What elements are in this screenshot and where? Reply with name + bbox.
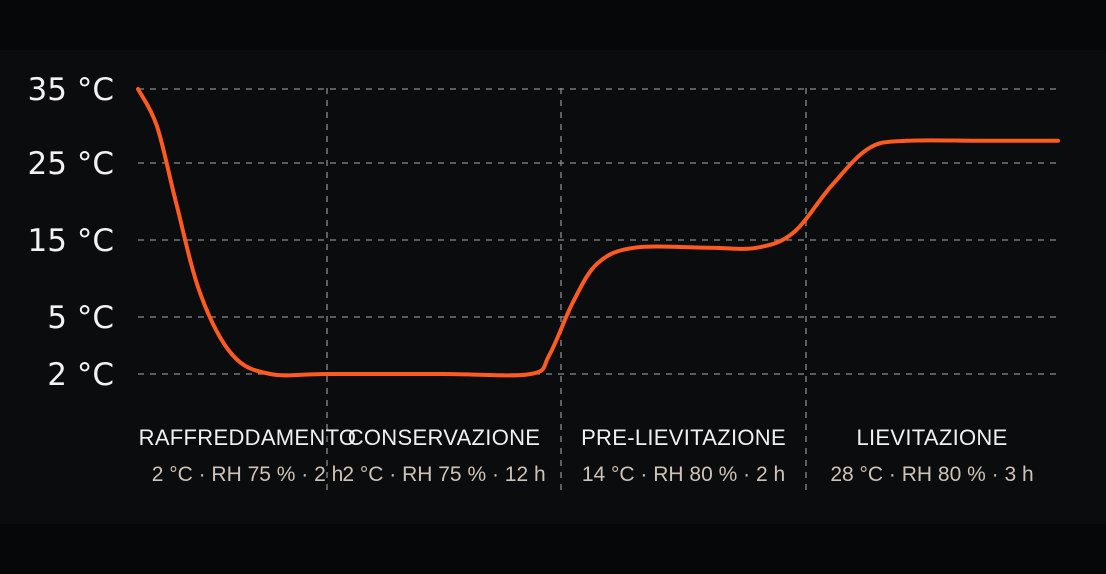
phase-labels: RAFFREDDAMENTO 2 °C · RH 75 % · 2 hCONSER… [139, 425, 1034, 486]
phase-name: LIEVITAZIONE [856, 425, 1007, 450]
phase-detail: 28 °C · RH 80 % · 3 h [830, 463, 1033, 486]
y-tick-label: 15 °C [28, 223, 114, 259]
temperature-line-layer [136, 87, 1060, 378]
y-tick-label: 35 °C [28, 72, 114, 108]
top-band [0, 0, 1106, 50]
temperature-line [136, 87, 1060, 378]
phase-1: RAFFREDDAMENTO 2 °C · RH 75 % · 2 h [139, 425, 357, 486]
bottom-band [0, 524, 1106, 574]
y-tick-label: 5 °C [47, 300, 114, 336]
phase-4: LIEVITAZIONE 28 °C · RH 80 % · 3 h [830, 425, 1033, 486]
phase-name: CONSERVAZIONE [348, 425, 541, 450]
phase-3: PRE-LIEVITAZIONE 14 °C · RH 80 % · 2 h [581, 425, 786, 486]
y-tick-label: 2 °C [47, 357, 114, 393]
y-tick-label: 25 °C [28, 146, 114, 182]
phase-detail: 14 °C · RH 80 % · 2 h [582, 463, 785, 486]
phase-2: CONSERVAZIONE 2 °C · RH 75 % · 12 h [342, 425, 545, 486]
phase-name: PRE-LIEVITAZIONE [581, 425, 786, 450]
phase-detail: 2 °C · RH 75 % · 2 h [152, 463, 344, 486]
phase-detail: 2 °C · RH 75 % · 12 h [342, 463, 545, 486]
y-axis-tick-labels: 35 °C 25 °C 15 °C 5 °C 2 °C [28, 72, 114, 393]
phase-name: RAFFREDDAMENTO [139, 425, 357, 450]
horizontal-gridlines [138, 88, 1058, 375]
